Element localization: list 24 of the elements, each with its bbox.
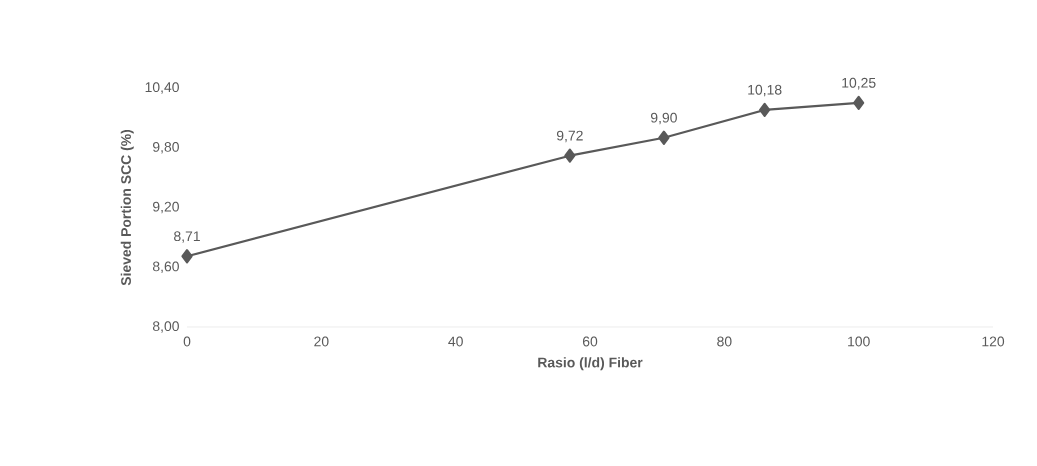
data-label: 8,71	[174, 231, 200, 243]
x-tick-label: 20	[314, 336, 329, 347]
data-label: 9,90	[650, 112, 677, 125]
y-axis-title: Sieved Portion SCC (%)	[120, 129, 134, 286]
x-tick-label: 120	[982, 336, 1005, 347]
x-axis-title: Rasio (l/d) Fiber	[538, 357, 643, 371]
y-tick-label: 8,00	[152, 321, 179, 333]
y-tick-label: 9,80	[153, 141, 179, 154]
x-tick-label: 0	[183, 336, 191, 347]
data-label: 10,18	[748, 84, 782, 97]
point	[853, 95, 865, 111]
x-tick-label: 100	[848, 336, 870, 347]
x-tick-label: 40	[448, 336, 463, 347]
y-tick-label: 10,40	[145, 82, 179, 94]
point	[658, 130, 670, 145]
x-tick-label: 60	[582, 336, 598, 347]
data-label: 10,25	[842, 77, 876, 90]
point	[181, 249, 193, 264]
data-label: 9,72	[556, 130, 583, 143]
y-tick-label: 8,60	[152, 261, 179, 273]
y-tick-label: 9,20	[153, 201, 179, 214]
x-tick-label: 80	[717, 336, 732, 347]
point	[759, 102, 771, 117]
point	[564, 148, 576, 163]
